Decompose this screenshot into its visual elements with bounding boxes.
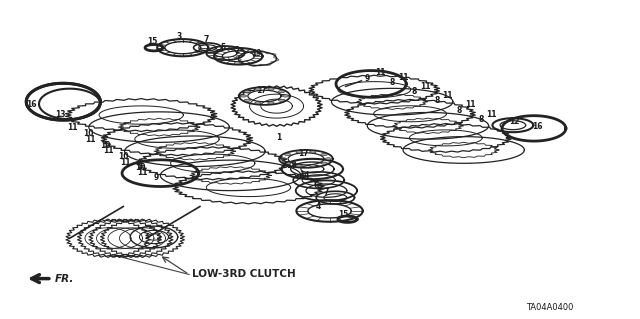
Text: 11: 11 [120,158,131,167]
Ellipse shape [296,151,302,153]
Text: FR.: FR. [54,274,74,284]
Text: 11: 11 [420,82,431,91]
Text: 6: 6 [314,181,319,190]
Ellipse shape [310,151,316,153]
Text: 2: 2 [234,46,239,56]
Text: 17: 17 [256,86,267,95]
Ellipse shape [285,153,291,156]
Text: 11: 11 [67,123,77,132]
Text: 17: 17 [298,149,308,158]
Text: 10: 10 [84,129,94,138]
Text: 10: 10 [134,163,145,172]
Ellipse shape [255,88,261,90]
Ellipse shape [244,99,251,101]
Text: 12: 12 [509,117,520,126]
Text: 11: 11 [103,146,113,155]
Text: 16: 16 [26,100,36,109]
Text: 9: 9 [365,74,370,83]
Text: 8: 8 [456,106,462,115]
Text: 11: 11 [398,73,408,82]
Text: 18: 18 [286,161,296,170]
Ellipse shape [321,162,327,164]
Ellipse shape [255,102,261,104]
Text: 15: 15 [338,210,348,219]
Text: 8: 8 [390,78,395,87]
Text: 5: 5 [220,43,225,52]
Text: 8: 8 [434,96,440,105]
Ellipse shape [268,102,274,104]
Text: 1: 1 [276,133,281,142]
Text: 8: 8 [412,87,417,96]
Text: 10: 10 [118,152,129,161]
Text: 3: 3 [177,32,182,41]
Text: 4: 4 [316,202,321,211]
Ellipse shape [278,99,285,101]
Ellipse shape [285,162,291,164]
Text: 11: 11 [376,68,386,77]
Ellipse shape [296,165,302,167]
Text: 11: 11 [486,110,497,119]
Text: 11: 11 [465,100,476,109]
Text: 11: 11 [85,135,95,144]
Text: 7: 7 [204,35,209,44]
Text: TA04A0400: TA04A0400 [526,303,573,312]
Ellipse shape [325,158,332,160]
Text: 9: 9 [154,174,159,182]
Text: 11: 11 [442,91,453,100]
Text: 7: 7 [324,188,329,197]
Text: 10: 10 [100,141,111,150]
Ellipse shape [244,91,251,93]
Ellipse shape [240,95,246,97]
Text: LOW-3RD CLUTCH: LOW-3RD CLUTCH [192,270,296,279]
Text: 19: 19 [251,48,261,58]
Text: 14: 14 [300,171,310,180]
Text: 11: 11 [137,168,148,177]
Text: 16: 16 [532,122,542,131]
Ellipse shape [268,88,274,90]
Ellipse shape [280,158,287,160]
Text: 13: 13 [55,110,65,119]
Text: 15: 15 [147,38,158,47]
Ellipse shape [282,95,289,97]
Ellipse shape [278,91,285,93]
Ellipse shape [321,153,327,156]
Ellipse shape [310,165,316,167]
Text: 8: 8 [478,115,484,124]
